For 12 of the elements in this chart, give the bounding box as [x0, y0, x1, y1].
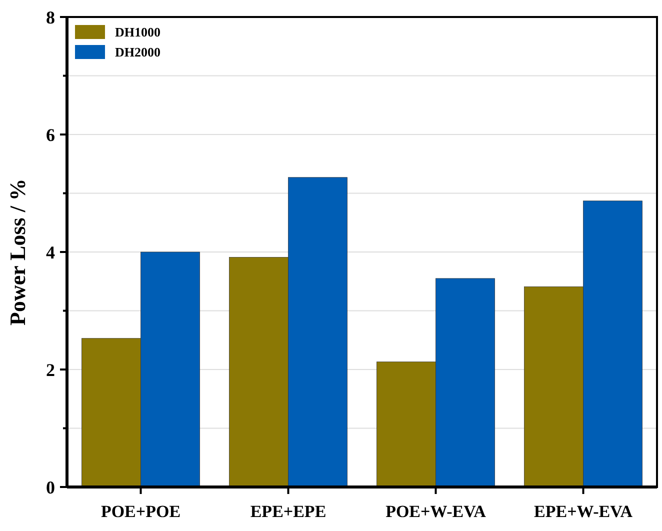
- legend-label: DH2000: [115, 44, 160, 60]
- y-tick-label: 0: [46, 477, 55, 498]
- y-tick-label: 2: [46, 360, 55, 380]
- x-tick-label: EPE+EPE: [250, 502, 326, 521]
- x-tick-label: EPE+W-EVA: [534, 502, 634, 521]
- y-tick-label: 4: [46, 242, 55, 262]
- y-axis-title: Power Loss / %: [5, 178, 30, 326]
- x-tick-label: POE+W-EVA: [386, 502, 487, 521]
- legend-label: DH1000: [115, 24, 160, 40]
- x-tick-label: POE+POE: [100, 502, 181, 521]
- y-tick-label: 8: [46, 7, 55, 28]
- y-tick-label: 6: [46, 124, 55, 145]
